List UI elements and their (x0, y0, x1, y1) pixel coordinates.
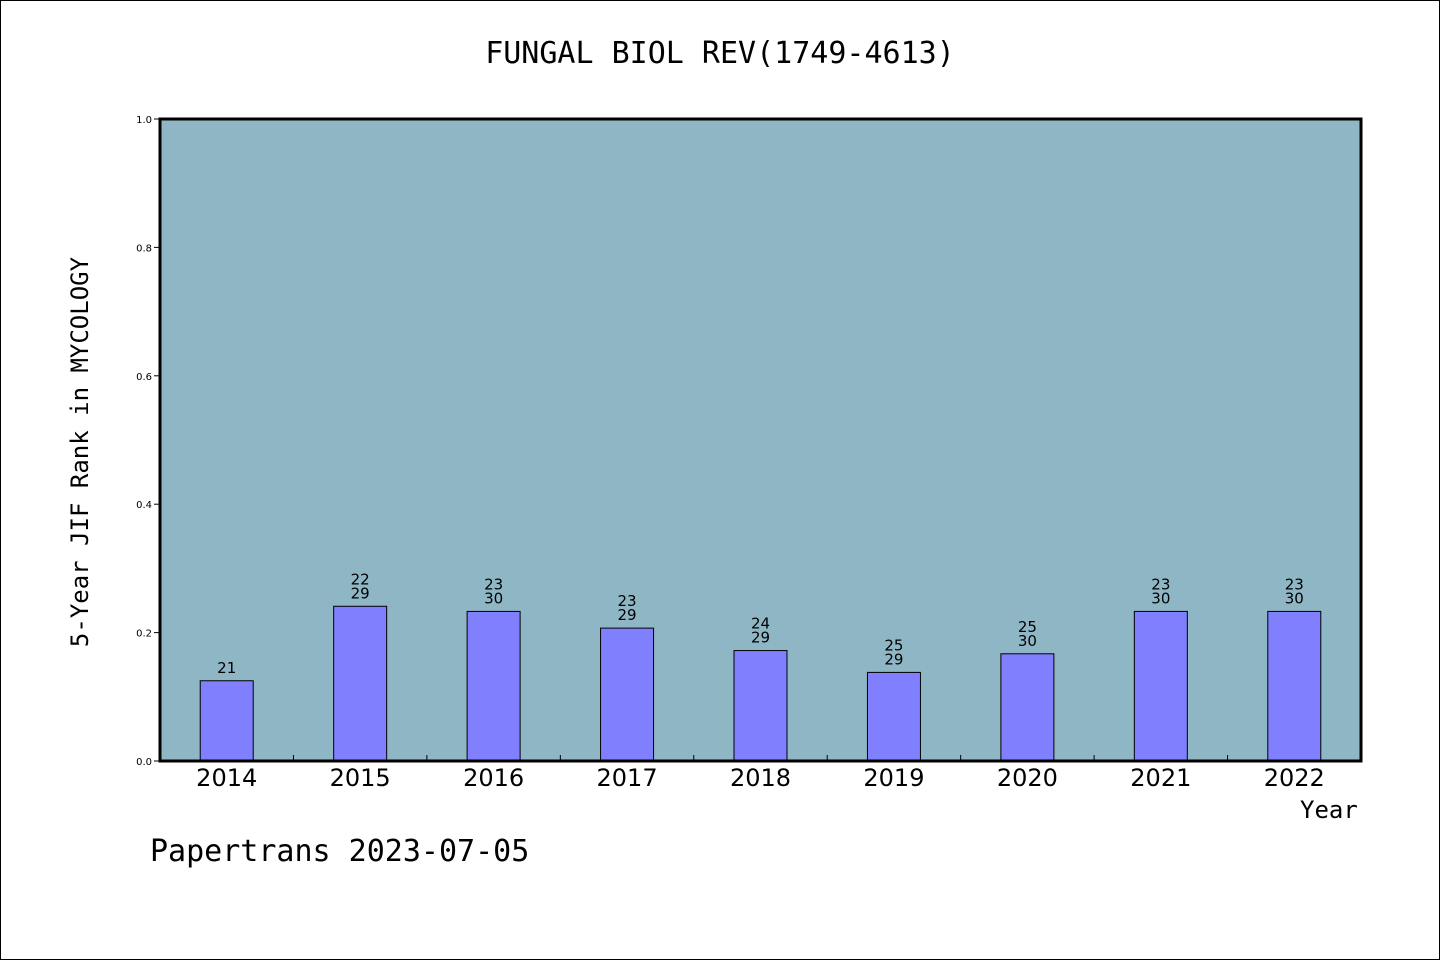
x-axis-label: Year (1300, 796, 1358, 824)
bar-data-label: 29 (751, 629, 770, 647)
bar (1000, 653, 1055, 762)
bar-data-label: 23 (618, 592, 637, 610)
bar (600, 627, 655, 762)
x-tick-label: 2016 (463, 764, 524, 792)
plot-border (158, 117, 1363, 763)
x-tick-label: 2014 (196, 764, 257, 792)
x-tick-label: 2018 (730, 764, 791, 792)
x-tick-label: 2019 (863, 764, 924, 792)
x-tick-label: 2020 (997, 764, 1058, 792)
bar-data-label: 30 (484, 589, 503, 607)
bar-data-label: 25 (1018, 618, 1037, 636)
y-tick-label: 0.4 (136, 500, 152, 511)
bar-data-label: 29 (618, 606, 637, 624)
bar (1133, 610, 1188, 762)
x-tick-label: 2017 (597, 764, 658, 792)
bar (199, 680, 254, 762)
bar-data-label: 21 (217, 659, 236, 677)
y-tick-label: 0.8 (136, 243, 152, 254)
footer-source-date: Papertrans 2023-07-05 (150, 834, 530, 869)
bar (466, 610, 521, 762)
bar-data-label: 29 (351, 584, 370, 602)
bar (1267, 610, 1322, 762)
chart-title: FUNGAL BIOL REV(1749-4613) (485, 36, 955, 71)
y-tick-label: 0.2 (136, 629, 152, 640)
bar (333, 605, 388, 762)
bar-data-label: 22 (351, 570, 370, 588)
bar-data-label: 23 (484, 575, 503, 593)
bar-data-label: 30 (1151, 589, 1170, 607)
bar-data-label: 30 (1018, 632, 1037, 650)
bar-data-label: 29 (884, 650, 903, 668)
x-tick-label: 2022 (1264, 764, 1325, 792)
x-tick-label: 2015 (330, 764, 391, 792)
y-tick-label: 0.0 (136, 757, 152, 768)
y-tick-label: 1.0 (136, 115, 152, 126)
bar-data-label: 24 (751, 615, 770, 633)
y-tick-label: 0.6 (136, 372, 152, 383)
bar-data-label: 23 (1151, 575, 1170, 593)
bar (866, 671, 921, 762)
bar-data-label: 25 (884, 636, 903, 654)
bar-data-label: 30 (1285, 589, 1304, 607)
x-tick-label: 2021 (1130, 764, 1191, 792)
bar (733, 650, 788, 762)
bar-data-label: 23 (1285, 575, 1304, 593)
